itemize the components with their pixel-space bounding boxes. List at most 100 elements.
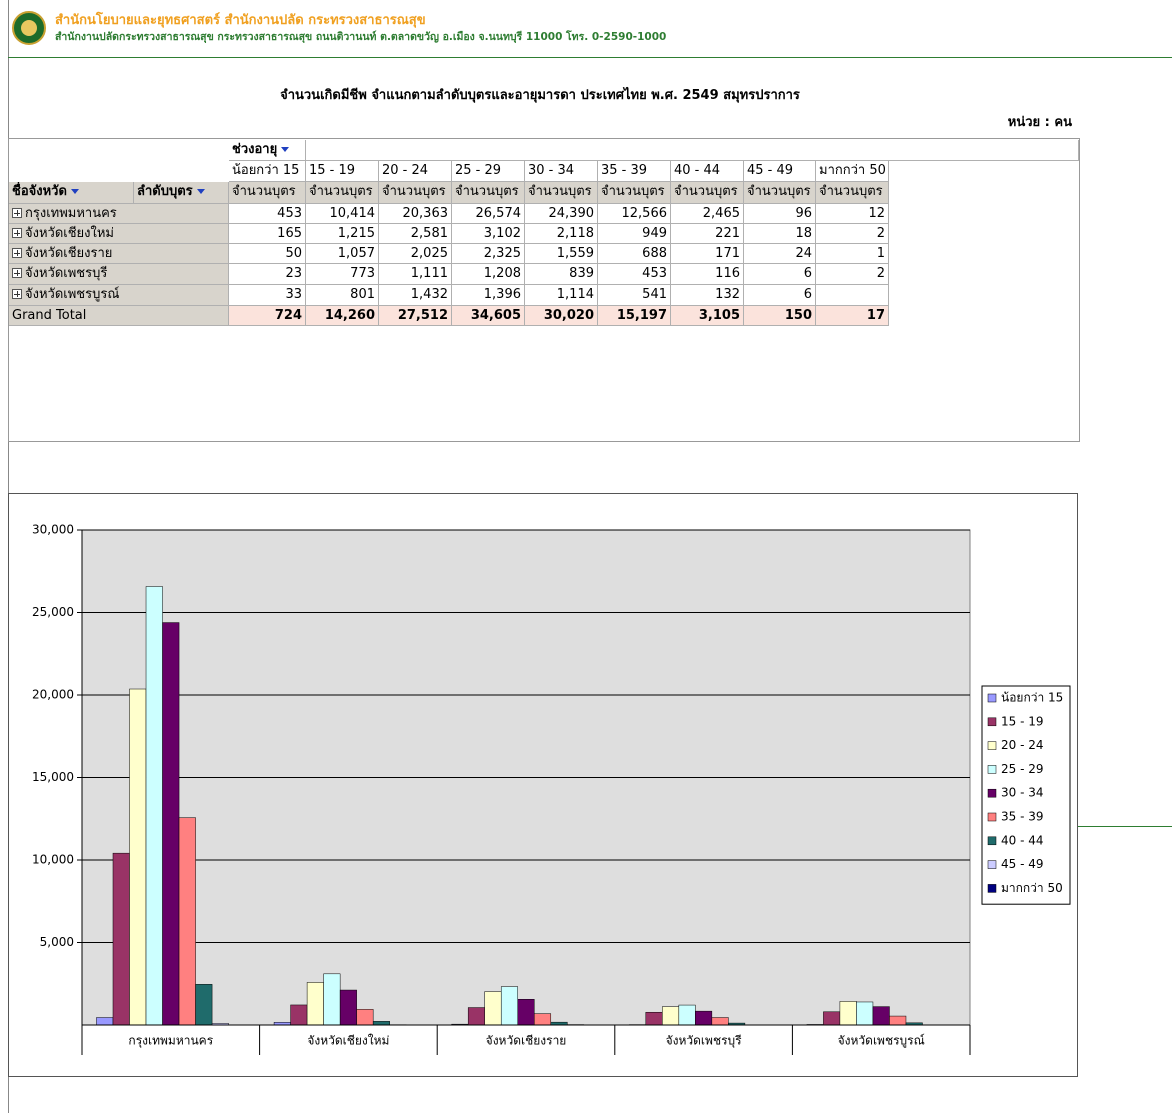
bar bbox=[112, 852, 130, 1026]
row-label-text: จังหวัดเพชรบูรณ์ bbox=[25, 287, 120, 302]
bar bbox=[534, 1013, 552, 1026]
age-group-header-text: 20 - 24 bbox=[382, 163, 429, 178]
table-cell-text: 26,574 bbox=[475, 206, 522, 221]
row-label-text: จังหวัดเชียงราย bbox=[25, 246, 113, 261]
row-field[interactable]: ลำดับบุตร bbox=[134, 182, 229, 204]
row-label[interactable]: จังหวัดเพชรบุรี bbox=[9, 264, 229, 285]
total-cell-text: 14,260 bbox=[324, 308, 375, 323]
table-cell bbox=[816, 285, 889, 306]
table-cell-text: 453 bbox=[642, 266, 667, 281]
row-label[interactable]: จังหวัดเชียงใหม่ bbox=[9, 224, 229, 244]
table-cell-text: 12 bbox=[868, 206, 885, 221]
expand-icon[interactable] bbox=[12, 289, 22, 299]
table-cell-text: 6 bbox=[803, 266, 812, 281]
measure-header: จำนวนบุตร bbox=[671, 182, 744, 204]
age-group-header: 40 - 44 bbox=[671, 161, 744, 182]
expand-icon[interactable] bbox=[12, 248, 22, 258]
bar bbox=[129, 688, 147, 1026]
table-cell-text: 6 bbox=[803, 287, 812, 302]
table-cell-text: 949 bbox=[642, 226, 667, 241]
table-cell: 171 bbox=[671, 244, 744, 264]
dropdown-arrow[interactable] bbox=[70, 189, 79, 194]
table-cell: 96 bbox=[744, 204, 816, 224]
row-label-text: จังหวัดเพชรบุรี bbox=[25, 266, 108, 281]
dropdown-arrow[interactable] bbox=[281, 147, 290, 152]
table-cell: 24 bbox=[744, 244, 816, 264]
table-cell-text: 2,581 bbox=[410, 226, 448, 241]
row-label[interactable]: จังหวัดเชียงราย bbox=[9, 244, 229, 264]
table-cell: 1,559 bbox=[525, 244, 598, 264]
table-cell-text: 1,114 bbox=[556, 287, 594, 302]
column-field[interactable]: ช่วงอายุ bbox=[229, 140, 306, 161]
table-cell-text: 96 bbox=[795, 206, 812, 221]
table-cell-text: 12,566 bbox=[621, 206, 668, 221]
dropdown-arrow[interactable] bbox=[196, 189, 205, 194]
row-label[interactable]: จังหวัดเพชรบูรณ์ bbox=[9, 285, 229, 306]
table-cell-text: 688 bbox=[642, 246, 667, 261]
bar bbox=[339, 989, 357, 1026]
table-cell: 839 bbox=[525, 264, 598, 285]
table-cell: 1,432 bbox=[379, 285, 452, 306]
table-cell: 2,025 bbox=[379, 244, 452, 264]
table-cell: 3,102 bbox=[452, 224, 525, 244]
measure-header-text: จำนวนบุตร bbox=[455, 184, 519, 199]
table-cell: 1,114 bbox=[525, 285, 598, 306]
row-field[interactable]: ชื่อจังหวัด bbox=[9, 182, 134, 204]
table-cell: 1,396 bbox=[452, 285, 525, 306]
table-cell: 6 bbox=[744, 285, 816, 306]
total-cell-text: 15,197 bbox=[616, 308, 667, 323]
row-label-text: กรุงเทพมหานคร bbox=[25, 206, 117, 221]
total-cell: 724 bbox=[229, 306, 306, 326]
x-tick-label: จังหวัดเชียงใหม่ bbox=[307, 1034, 389, 1048]
bar bbox=[323, 973, 341, 1026]
table-cell-text: 2,465 bbox=[702, 206, 740, 221]
age-group-header-text: 45 - 49 bbox=[747, 163, 794, 178]
table-cell-text: 2,118 bbox=[556, 226, 594, 241]
total-cell-text: 724 bbox=[274, 308, 302, 323]
y-tick-label: 15,000 bbox=[32, 770, 74, 784]
table-cell: 1 bbox=[816, 244, 889, 264]
age-group-header-text: 15 - 19 bbox=[309, 163, 356, 178]
table-cell-text: 2 bbox=[876, 226, 885, 241]
legend-swatch bbox=[987, 788, 997, 798]
table-cell-text: 1,559 bbox=[556, 246, 594, 261]
table-cell-text: 1,057 bbox=[337, 246, 375, 261]
table-cell: 773 bbox=[306, 264, 379, 285]
age-group-header-text: น้อยกว่า 15 bbox=[232, 163, 300, 178]
measure-header-text: จำนวนบุตร bbox=[747, 184, 811, 199]
table-cell: 801 bbox=[306, 285, 379, 306]
age-group-header-text: 25 - 29 bbox=[455, 163, 502, 178]
table-cell-text: 18 bbox=[795, 226, 812, 241]
age-group-header: 35 - 39 bbox=[598, 161, 671, 182]
y-tick-label: 5,000 bbox=[40, 935, 74, 949]
measure-header-text: จำนวนบุตร bbox=[382, 184, 446, 199]
table-cell: 12 bbox=[816, 204, 889, 224]
table-cell: 221 bbox=[671, 224, 744, 244]
table-cell-text: 1 bbox=[876, 246, 885, 261]
bar bbox=[678, 1004, 696, 1026]
bar bbox=[484, 991, 502, 1026]
x-tick-label: จังหวัดเชียงราย bbox=[486, 1034, 567, 1048]
total-cell-text: 17 bbox=[866, 308, 885, 323]
chart-frame bbox=[8, 493, 1078, 1077]
table-cell-text: 24,390 bbox=[548, 206, 595, 221]
legend-label: 15 - 19 bbox=[1001, 714, 1044, 728]
bar bbox=[356, 1009, 374, 1026]
expand-icon[interactable] bbox=[12, 208, 22, 218]
table-cell-text: 132 bbox=[715, 287, 740, 302]
expand-icon[interactable] bbox=[12, 228, 22, 238]
table-cell: 1,111 bbox=[379, 264, 452, 285]
expand-icon[interactable] bbox=[12, 268, 22, 278]
legend-swatch bbox=[987, 765, 997, 774]
bar bbox=[467, 1007, 485, 1026]
header-title: สำนักนโยบายและยุทธศาสตร์ สำนักงานปลัด กร… bbox=[55, 13, 426, 28]
table-cell: 1,057 bbox=[306, 244, 379, 264]
total-cell: 34,605 bbox=[452, 306, 525, 326]
total-label: Grand Total bbox=[9, 306, 229, 326]
row-field-text: ลำดับบุตร bbox=[137, 184, 193, 199]
table-cell-text: 2,325 bbox=[483, 246, 521, 261]
row-label[interactable]: กรุงเทพมหานคร bbox=[9, 204, 229, 224]
table-cell: 2 bbox=[816, 264, 889, 285]
table-cell: 688 bbox=[598, 244, 671, 264]
table-cell: 33 bbox=[229, 285, 306, 306]
